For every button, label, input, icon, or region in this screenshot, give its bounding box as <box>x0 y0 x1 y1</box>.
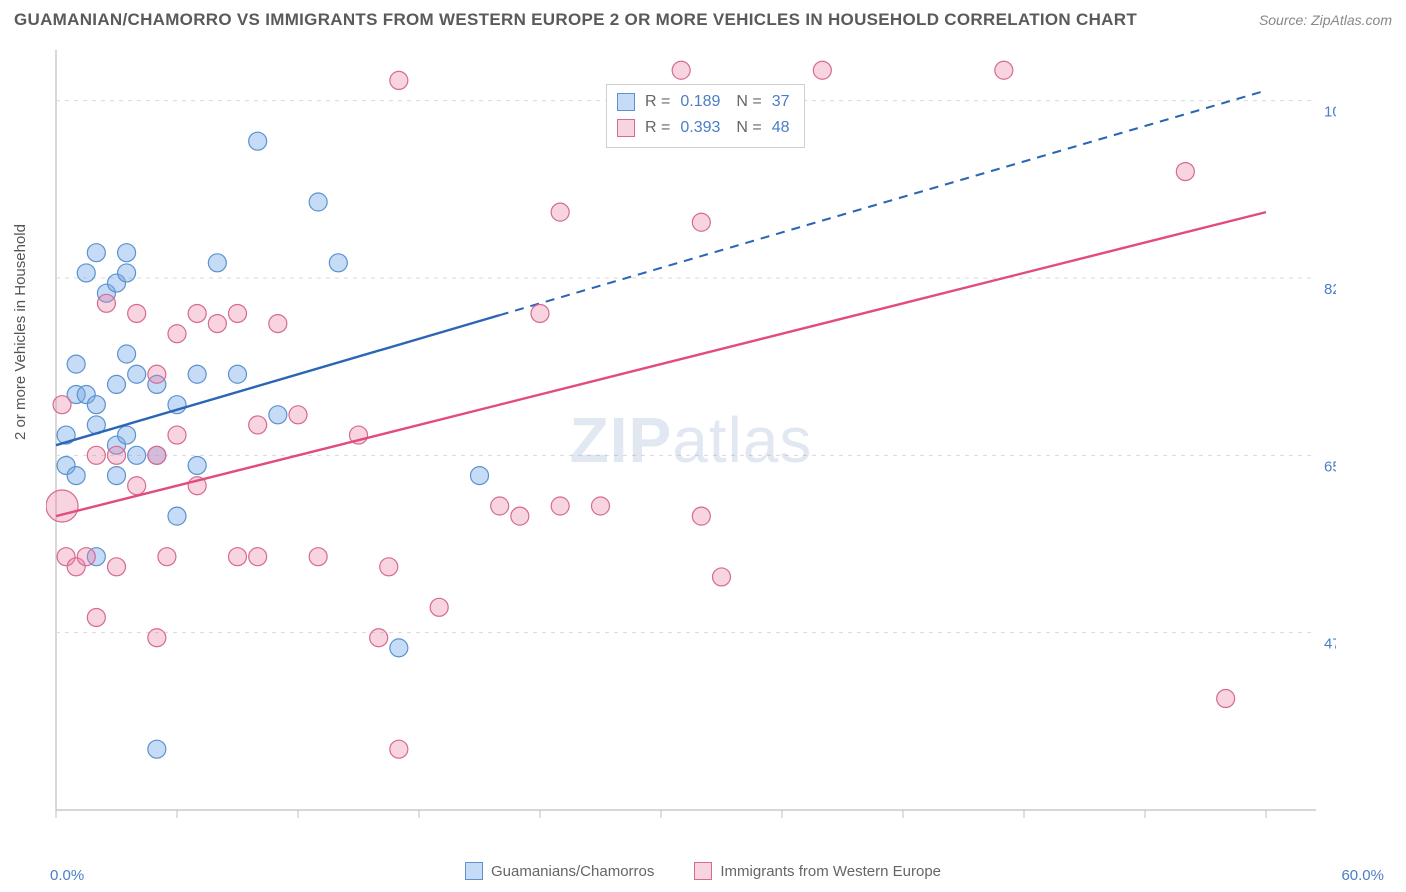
data-point <box>491 497 509 515</box>
data-point <box>309 193 327 211</box>
data-point <box>229 304 247 322</box>
correlation-row: R = 0.393 N = 48 <box>617 115 790 141</box>
data-point <box>148 446 166 464</box>
data-point <box>249 132 267 150</box>
data-point <box>995 61 1013 79</box>
n-value: 48 <box>772 119 790 137</box>
data-point <box>67 467 85 485</box>
data-point <box>67 355 85 373</box>
data-point <box>108 375 126 393</box>
y-tick-label: 65.0% <box>1324 458 1336 475</box>
data-point <box>471 467 489 485</box>
n-value: 37 <box>772 93 790 111</box>
data-point <box>269 315 287 333</box>
data-point <box>118 345 136 363</box>
data-point <box>289 406 307 424</box>
data-point <box>87 446 105 464</box>
legend-item: Guamanians/Chamorros <box>465 862 654 880</box>
data-point <box>329 254 347 272</box>
data-point <box>118 244 136 262</box>
data-point <box>380 558 398 576</box>
correlation-row: R = 0.189 N = 37 <box>617 89 790 115</box>
series-swatch <box>617 93 635 111</box>
data-point <box>531 304 549 322</box>
data-point <box>77 548 95 566</box>
y-tick-label: 100.0% <box>1324 104 1336 121</box>
r-label: R = <box>645 93 670 111</box>
data-point <box>249 416 267 434</box>
data-point <box>128 477 146 495</box>
data-point <box>87 244 105 262</box>
data-point <box>77 264 95 282</box>
data-point <box>390 71 408 89</box>
data-point <box>390 740 408 758</box>
data-point <box>672 61 690 79</box>
y-tick-label: 82.5% <box>1324 281 1336 298</box>
data-point <box>158 548 176 566</box>
n-label: N = <box>736 119 761 137</box>
data-point <box>511 507 529 525</box>
data-point <box>108 467 126 485</box>
y-tick-label: 47.5% <box>1324 636 1336 653</box>
data-point <box>692 507 710 525</box>
data-point <box>108 446 126 464</box>
data-point <box>551 203 569 221</box>
data-point <box>1217 690 1235 708</box>
legend-item: Immigrants from Western Europe <box>694 862 941 880</box>
n-label: N = <box>736 93 761 111</box>
data-point <box>148 740 166 758</box>
data-point <box>813 61 831 79</box>
data-point <box>229 548 247 566</box>
data-point <box>118 264 136 282</box>
data-point <box>97 294 115 312</box>
data-point <box>168 507 186 525</box>
y-axis-label: 2 or more Vehicles in Household <box>12 224 29 440</box>
data-point <box>713 568 731 586</box>
data-point <box>148 629 166 647</box>
data-point <box>168 426 186 444</box>
series-legend: Guamanians/Chamorros Immigrants from West… <box>0 856 1406 886</box>
chart-title: GUAMANIAN/CHAMORRO VS IMMIGRANTS FROM WE… <box>14 10 1137 30</box>
r-label: R = <box>645 119 670 137</box>
data-point <box>128 304 146 322</box>
data-point <box>592 497 610 515</box>
r-value: 0.189 <box>680 93 720 111</box>
series-swatch <box>617 119 635 137</box>
data-point <box>370 629 388 647</box>
data-point <box>87 396 105 414</box>
data-point <box>390 639 408 657</box>
data-point <box>249 548 267 566</box>
data-point <box>269 406 287 424</box>
data-point <box>692 213 710 231</box>
legend-label: Immigrants from Western Europe <box>720 863 941 880</box>
data-point <box>46 490 78 522</box>
data-point <box>188 304 206 322</box>
data-point <box>309 548 327 566</box>
data-point <box>53 396 71 414</box>
series-swatch <box>694 862 712 880</box>
data-point <box>87 608 105 626</box>
data-point <box>208 254 226 272</box>
r-value: 0.393 <box>680 119 720 137</box>
data-point <box>148 365 166 383</box>
data-point <box>551 497 569 515</box>
data-point <box>128 365 146 383</box>
scatter-plot: 47.5% 65.0% 82.5% 100.0% <box>46 40 1336 840</box>
legend-label: Guamanians/Chamorros <box>491 863 654 880</box>
source-attribution: Source: ZipAtlas.com <box>1259 12 1392 28</box>
data-point <box>208 315 226 333</box>
data-point <box>430 598 448 616</box>
data-point <box>118 426 136 444</box>
plot-area: 47.5%65.0%82.5%100.0% ZIPatlas R =0.189N… <box>46 40 1336 840</box>
data-point <box>229 365 247 383</box>
correlation-legend: R = 0.189 N = 37 R = 0.393 N = 48 <box>606 84 805 148</box>
data-point <box>188 365 206 383</box>
data-point <box>108 558 126 576</box>
trend-line <box>56 212 1266 516</box>
data-point <box>128 446 146 464</box>
data-point <box>188 456 206 474</box>
data-point <box>168 325 186 343</box>
series-swatch <box>465 862 483 880</box>
data-point <box>1176 163 1194 181</box>
